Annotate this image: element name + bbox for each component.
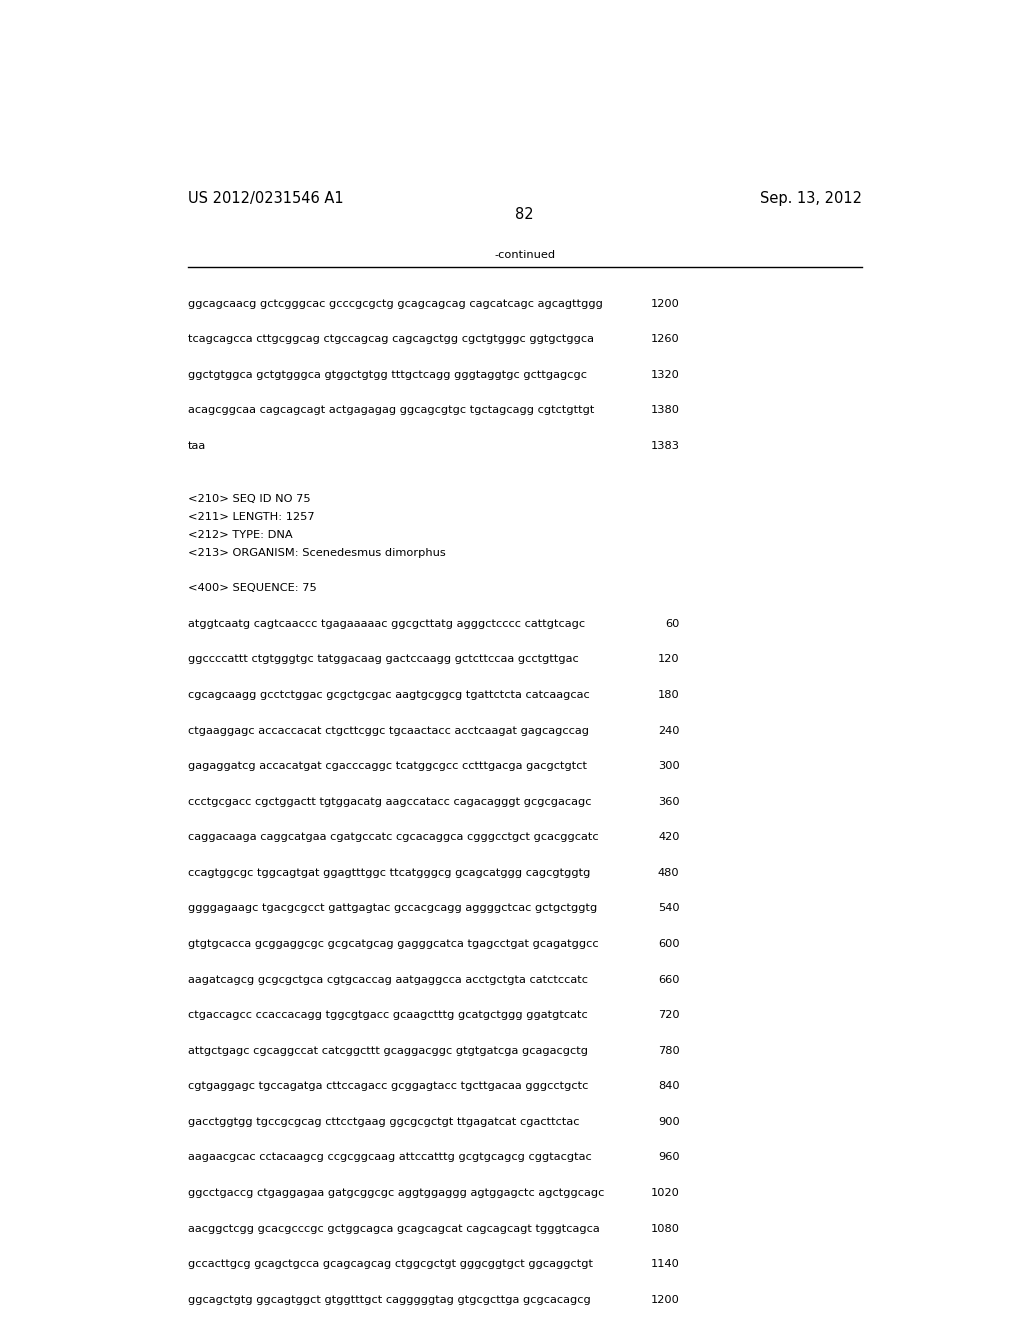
- Text: 540: 540: [658, 903, 680, 913]
- Text: 1020: 1020: [650, 1188, 680, 1199]
- Text: gtgtgcacca gcggaggcgc gcgcatgcag gagggcatca tgagcctgat gcagatggcc: gtgtgcacca gcggaggcgc gcgcatgcag gagggca…: [187, 939, 598, 949]
- Text: cgcagcaagg gcctctggac gcgctgcgac aagtgcggcg tgattctcta catcaagcac: cgcagcaagg gcctctggac gcgctgcgac aagtgcg…: [187, 690, 589, 700]
- Text: gacctggtgg tgccgcgcag cttcctgaag ggcgcgctgt ttgagatcat cgacttctac: gacctggtgg tgccgcgcag cttcctgaag ggcgcgc…: [187, 1117, 579, 1127]
- Text: Sep. 13, 2012: Sep. 13, 2012: [760, 191, 862, 206]
- Text: 1080: 1080: [650, 1224, 680, 1234]
- Text: <400> SEQUENCE: 75: <400> SEQUENCE: 75: [187, 583, 316, 593]
- Text: 1200: 1200: [650, 1295, 680, 1304]
- Text: aagatcagcg gcgcgctgca cgtgcaccag aatgaggcca acctgctgta catctccatc: aagatcagcg gcgcgctgca cgtgcaccag aatgagg…: [187, 974, 588, 985]
- Text: 420: 420: [658, 833, 680, 842]
- Text: 960: 960: [658, 1152, 680, 1163]
- Text: ctgaccagcc ccaccacagg tggcgtgacc gcaagctttg gcatgctggg ggatgtcatc: ctgaccagcc ccaccacagg tggcgtgacc gcaagct…: [187, 1010, 588, 1020]
- Text: ccagtggcgc tggcagtgat ggagtttggc ttcatgggcg gcagcatggg cagcgtggtg: ccagtggcgc tggcagtgat ggagtttggc ttcatgg…: [187, 867, 590, 878]
- Text: <213> ORGANISM: Scenedesmus dimorphus: <213> ORGANISM: Scenedesmus dimorphus: [187, 548, 445, 557]
- Text: US 2012/0231546 A1: US 2012/0231546 A1: [187, 191, 343, 206]
- Text: aacggctcgg gcacgcccgc gctggcagca gcagcagcat cagcagcagt tgggtcagca: aacggctcgg gcacgcccgc gctggcagca gcagcag…: [187, 1224, 599, 1234]
- Text: 1383: 1383: [650, 441, 680, 451]
- Text: 900: 900: [657, 1117, 680, 1127]
- Text: 660: 660: [658, 974, 680, 985]
- Text: ggggagaagc tgacgcgcct gattgagtac gccacgcagg aggggctcac gctgctggtg: ggggagaagc tgacgcgcct gattgagtac gccacgc…: [187, 903, 597, 913]
- Text: 360: 360: [658, 797, 680, 807]
- Text: 840: 840: [658, 1081, 680, 1092]
- Text: cgtgaggagc tgccagatga cttccagacc gcggagtacc tgcttgacaa gggcctgctc: cgtgaggagc tgccagatga cttccagacc gcggagt…: [187, 1081, 588, 1092]
- Text: ggcctgaccg ctgaggagaa gatgcggcgc aggtggaggg agtggagctc agctggcagc: ggcctgaccg ctgaggagaa gatgcggcgc aggtgga…: [187, 1188, 604, 1199]
- Text: 82: 82: [515, 207, 535, 222]
- Text: 240: 240: [658, 726, 680, 735]
- Text: 780: 780: [657, 1045, 680, 1056]
- Text: acagcggcaa cagcagcagt actgagagag ggcagcgtgc tgctagcagg cgtctgttgt: acagcggcaa cagcagcagt actgagagag ggcagcg…: [187, 405, 594, 416]
- Text: atggtcaatg cagtcaaccc tgagaaaaac ggcgcttatg agggctcccc cattgtcagc: atggtcaatg cagtcaaccc tgagaaaaac ggcgctt…: [187, 619, 585, 628]
- Text: <211> LENGTH: 1257: <211> LENGTH: 1257: [187, 512, 314, 523]
- Text: 1260: 1260: [651, 334, 680, 345]
- Text: 180: 180: [657, 690, 680, 700]
- Text: 1380: 1380: [650, 405, 680, 416]
- Text: ccctgcgacc cgctggactt tgtggacatg aagccatacc cagacagggt gcgcgacagc: ccctgcgacc cgctggactt tgtggacatg aagccat…: [187, 797, 591, 807]
- Text: 600: 600: [658, 939, 680, 949]
- Text: -continued: -continued: [495, 249, 555, 260]
- Text: <210> SEQ ID NO 75: <210> SEQ ID NO 75: [187, 494, 310, 504]
- Text: ggcagcaacg gctcgggcac gcccgcgctg gcagcagcag cagcatcagc agcagttggg: ggcagcaacg gctcgggcac gcccgcgctg gcagcag…: [187, 298, 602, 309]
- Text: 480: 480: [658, 867, 680, 878]
- Text: 300: 300: [657, 762, 680, 771]
- Text: 1320: 1320: [650, 370, 680, 380]
- Text: taa: taa: [187, 441, 206, 451]
- Text: 720: 720: [658, 1010, 680, 1020]
- Text: 1200: 1200: [650, 298, 680, 309]
- Text: caggacaaga caggcatgaa cgatgccatc cgcacaggca cgggcctgct gcacggcatc: caggacaaga caggcatgaa cgatgccatc cgcacag…: [187, 833, 598, 842]
- Text: attgctgagc cgcaggccat catcggcttt gcaggacggc gtgtgatcga gcagacgctg: attgctgagc cgcaggccat catcggcttt gcaggac…: [187, 1045, 588, 1056]
- Text: gagaggatcg accacatgat cgacccaggc tcatggcgcc cctttgacga gacgctgtct: gagaggatcg accacatgat cgacccaggc tcatggc…: [187, 762, 587, 771]
- Text: ggcagctgtg ggcagtggct gtggtttgct cagggggtag gtgcgcttga gcgcacagcg: ggcagctgtg ggcagtggct gtggtttgct caggggg…: [187, 1295, 590, 1304]
- Text: tcagcagcca cttgcggcag ctgccagcag cagcagctgg cgctgtgggc ggtgctggca: tcagcagcca cttgcggcag ctgccagcag cagcagc…: [187, 334, 594, 345]
- Text: ctgaaggagc accaccacat ctgcttcggc tgcaactacc acctcaagat gagcagccag: ctgaaggagc accaccacat ctgcttcggc tgcaact…: [187, 726, 589, 735]
- Text: ggccccattt ctgtgggtgc tatggacaag gactccaagg gctcttccaa gcctgttgac: ggccccattt ctgtgggtgc tatggacaag gactcca…: [187, 655, 579, 664]
- Text: gccacttgcg gcagctgcca gcagcagcag ctggcgctgt gggcggtgct ggcaggctgt: gccacttgcg gcagctgcca gcagcagcag ctggcgc…: [187, 1259, 593, 1269]
- Text: 120: 120: [658, 655, 680, 664]
- Text: ggctgtggca gctgtgggca gtggctgtgg tttgctcagg gggtaggtgc gcttgagcgc: ggctgtggca gctgtgggca gtggctgtgg tttgctc…: [187, 370, 587, 380]
- Text: 1140: 1140: [650, 1259, 680, 1269]
- Text: 60: 60: [666, 619, 680, 628]
- Text: <212> TYPE: DNA: <212> TYPE: DNA: [187, 529, 292, 540]
- Text: aagaacgcac cctacaagcg ccgcggcaag attccatttg gcgtgcagcg cggtacgtac: aagaacgcac cctacaagcg ccgcggcaag attccat…: [187, 1152, 591, 1163]
